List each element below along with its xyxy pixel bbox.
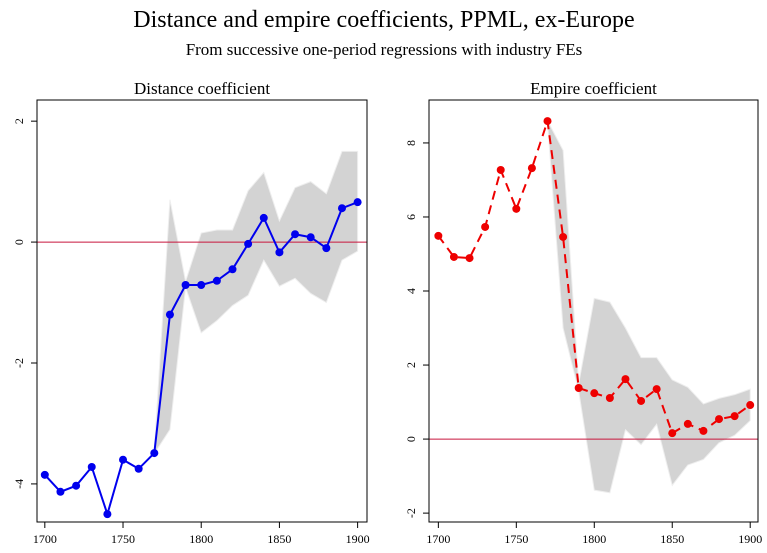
data-point <box>197 281 206 290</box>
data-point <box>668 429 677 438</box>
x-tick-label: 1750 <box>504 532 528 546</box>
x-tick-label: 1900 <box>346 532 370 546</box>
confidence-band <box>153 150 359 456</box>
data-point <box>527 164 536 173</box>
y-tick-label: 8 <box>404 140 418 146</box>
data-point <box>637 396 646 405</box>
data-point <box>56 487 65 496</box>
data-point <box>465 254 474 263</box>
data-point <box>87 462 96 471</box>
data-point <box>134 464 143 473</box>
plot-frame <box>36 99 368 523</box>
data-point <box>699 426 708 435</box>
x-tick-label: 1800 <box>582 532 606 546</box>
x-tick-label: 1850 <box>660 532 684 546</box>
data-point <box>512 204 521 213</box>
data-point <box>652 385 661 394</box>
data-point <box>291 230 300 239</box>
data-point <box>119 455 128 464</box>
data-point <box>543 117 552 126</box>
x-tick-label: 1700 <box>426 532 450 546</box>
data-point <box>40 470 49 479</box>
y-tick-label: -2 <box>404 508 418 518</box>
data-point <box>730 412 739 421</box>
data-point <box>322 244 331 253</box>
main-title: Distance and empire coefficients, PPML, … <box>133 7 634 33</box>
data-point <box>72 481 81 490</box>
data-point <box>621 375 630 384</box>
y-tick-label: 0 <box>404 436 418 442</box>
y-tick-label: 6 <box>404 214 418 220</box>
data-point <box>496 165 505 174</box>
data-point <box>165 310 174 319</box>
y-tick-label: 4 <box>404 288 418 294</box>
data-point <box>481 222 490 231</box>
data-point <box>559 232 568 241</box>
x-tick-label: 1800 <box>189 532 213 546</box>
data-point <box>150 449 159 458</box>
data-point <box>259 213 268 222</box>
y-tick-label: -2 <box>12 358 26 368</box>
data-point <box>746 401 755 410</box>
data-point <box>228 265 237 274</box>
data-point <box>605 393 614 402</box>
data-point <box>337 204 346 213</box>
data-point <box>434 231 443 240</box>
subtitle: From successive one-period regressions w… <box>186 40 583 59</box>
data-point <box>574 383 583 392</box>
panel-title: Empire coefficient <box>530 79 657 98</box>
data-point <box>212 276 221 285</box>
data-point <box>353 198 362 207</box>
panel-title: Distance coefficient <box>134 79 270 98</box>
plot-frame <box>428 99 759 523</box>
y-tick-label: 2 <box>404 362 418 368</box>
x-tick-label: 1850 <box>267 532 291 546</box>
x-tick-label: 1700 <box>33 532 57 546</box>
y-tick-label: 2 <box>12 118 26 124</box>
data-point <box>683 419 692 428</box>
data-point <box>715 415 724 424</box>
data-point <box>103 510 112 519</box>
data-point <box>449 252 458 261</box>
x-tick-label: 1750 <box>111 532 135 546</box>
confidence-band <box>547 120 751 494</box>
data-point <box>244 239 253 248</box>
data-point <box>590 389 599 398</box>
data-point <box>306 233 315 242</box>
y-tick-label: -4 <box>12 479 26 489</box>
data-point <box>181 281 190 290</box>
data-point <box>275 248 284 257</box>
y-tick-label: 0 <box>12 239 26 245</box>
x-tick-label: 1900 <box>738 532 762 546</box>
